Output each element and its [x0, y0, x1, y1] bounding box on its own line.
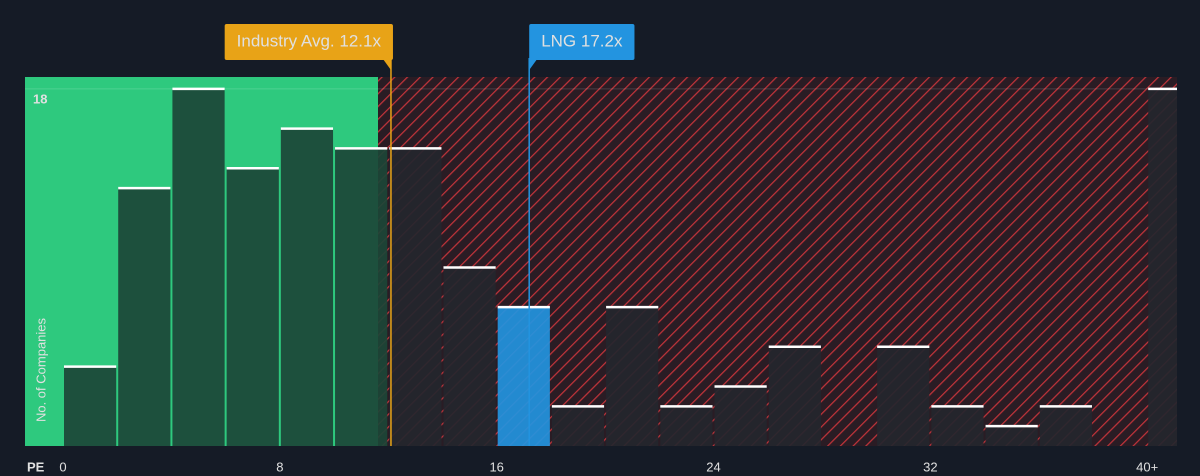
- bar: [606, 307, 659, 446]
- bar: [551, 406, 605, 446]
- bar: [443, 267, 496, 446]
- bar: [280, 128, 334, 447]
- marker-notch: [382, 59, 391, 70]
- bar: [118, 188, 171, 446]
- y-tick-label: 18: [33, 91, 47, 106]
- y-axis-label: No. of Companies: [33, 317, 48, 422]
- bar: [660, 406, 713, 446]
- marker-label: Industry Avg. 12.1x: [237, 31, 382, 50]
- x-tick-label: 16: [489, 459, 503, 474]
- bar: [64, 366, 117, 446]
- bar: [1039, 406, 1092, 446]
- bar: [931, 406, 984, 446]
- bar: [497, 307, 550, 446]
- bar: [714, 386, 767, 446]
- marker-notch: [529, 59, 538, 70]
- bar: [877, 346, 930, 446]
- x-tick-label: 40+: [1136, 459, 1158, 474]
- x-tick-label: 0: [59, 459, 66, 474]
- marker-label: LNG 17.2x: [541, 31, 623, 50]
- bar: [985, 426, 1038, 446]
- bar: [226, 168, 279, 447]
- x-axis-label: PE: [27, 459, 45, 474]
- x-tick-label: 32: [923, 459, 937, 474]
- marker-box: [224, 24, 393, 60]
- bar: [768, 346, 821, 446]
- bar: [1148, 88, 1177, 446]
- bar: [172, 88, 225, 446]
- bar: [389, 148, 442, 446]
- x-tick-label: 8: [276, 459, 283, 474]
- marker-box: [529, 24, 635, 60]
- x-tick-label: 24: [706, 459, 720, 474]
- bar: [335, 148, 388, 446]
